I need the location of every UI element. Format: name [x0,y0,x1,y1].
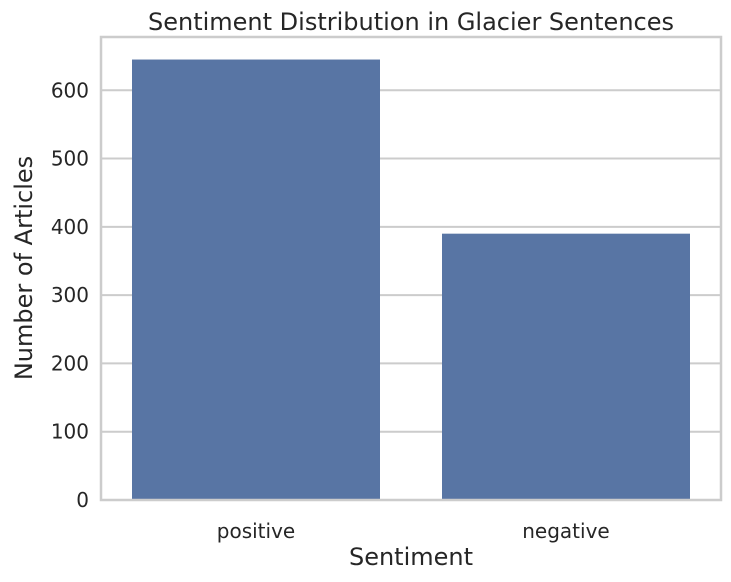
bars-layer [132,59,690,501]
y-tick-label: 600 [51,78,89,102]
plot-frame [99,35,723,502]
y-tick-label: 500 [51,147,89,171]
chart-title: Sentiment Distribution in Glacier Senten… [148,8,674,36]
y-tick-labels: 0 100 200 300 400 500 600 [51,78,89,512]
y-tick-label: 200 [51,351,89,375]
y-tick-label: 300 [51,283,89,307]
x-tick-label-positive: positive [217,519,295,543]
x-axis-label: Sentiment [349,543,473,571]
x-tick-labels: positive negative [217,519,610,543]
bar-positive [132,59,380,500]
y-axis-label: Number of Articles [10,156,38,380]
y-tick-label: 100 [51,420,89,444]
y-tick-label: 400 [51,215,89,239]
x-tick-label-negative: negative [522,519,609,543]
bar-negative [442,233,690,501]
y-tick-label: 0 [76,488,89,512]
